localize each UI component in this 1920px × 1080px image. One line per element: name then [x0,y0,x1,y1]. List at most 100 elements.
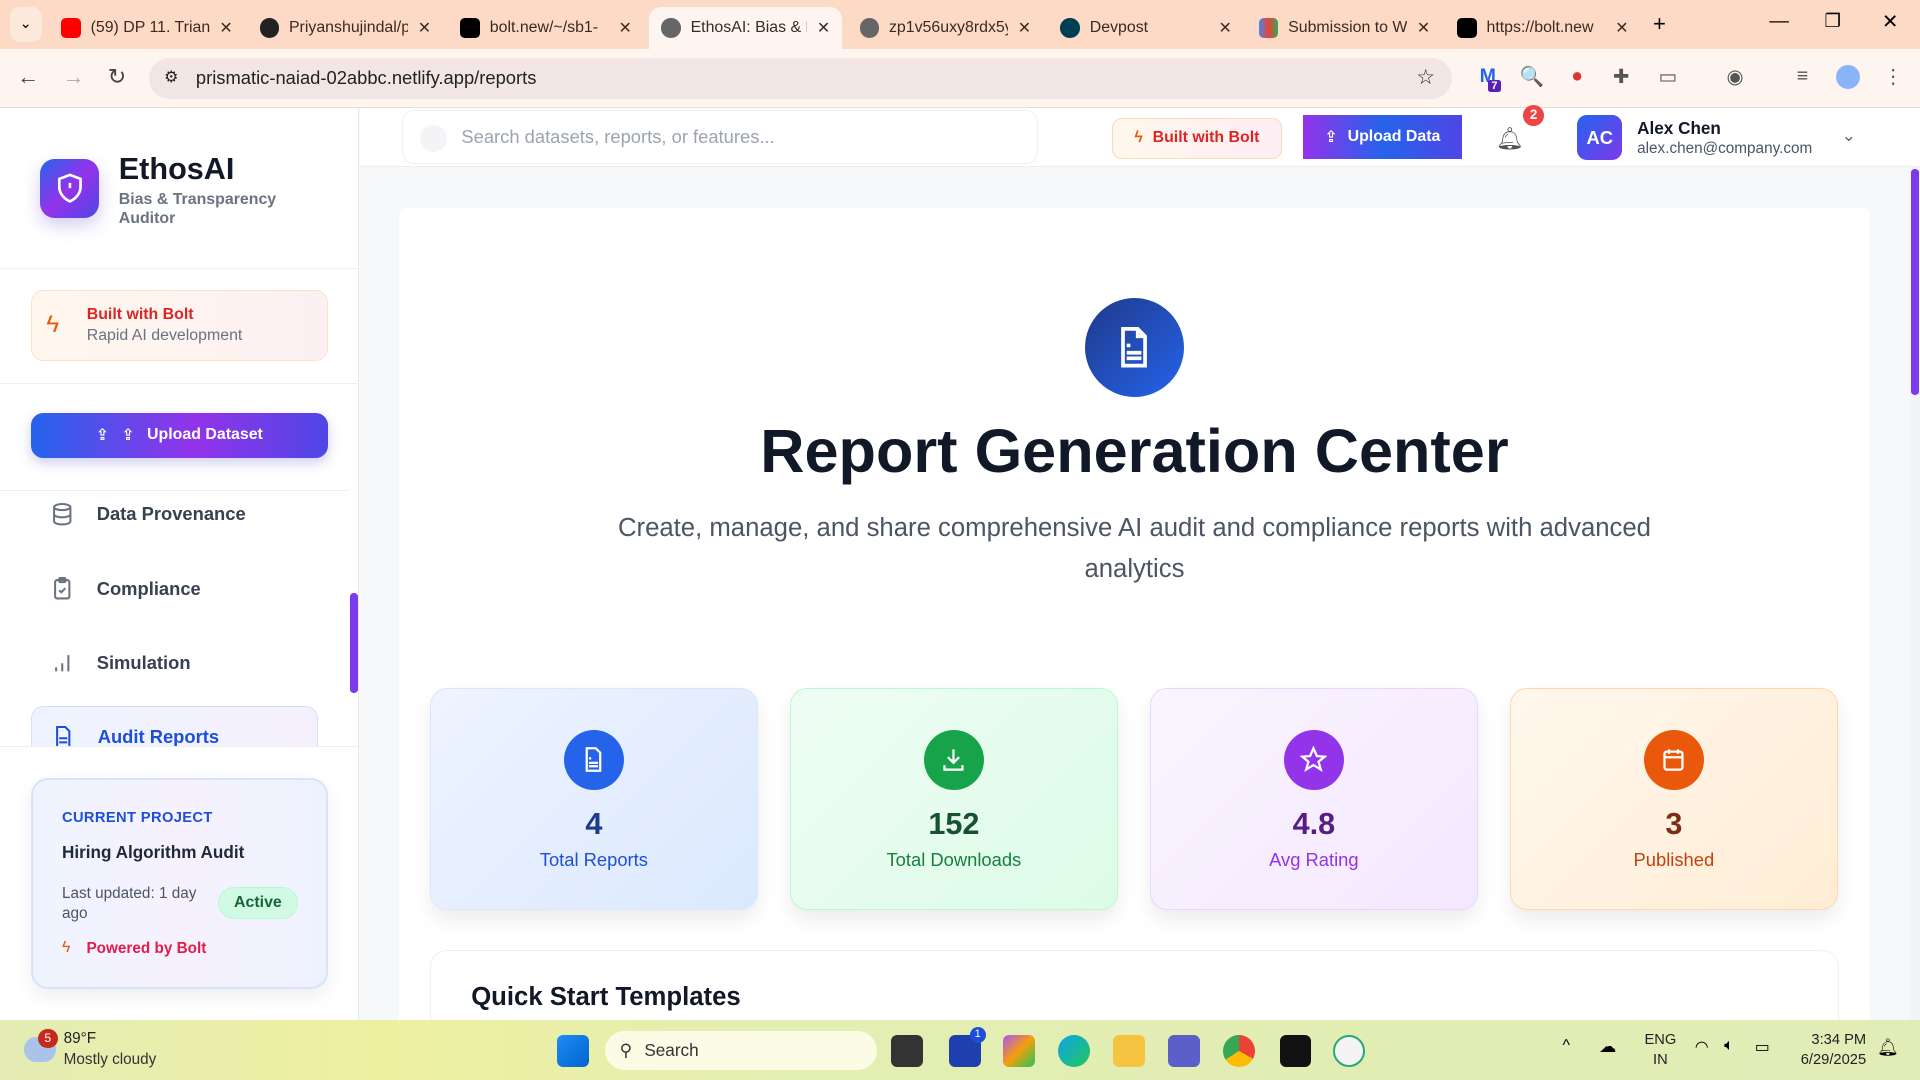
edge-icon[interactable] [1057,1034,1090,1067]
media-controls-icon[interactable]: ≡ [1796,64,1809,87]
restore-button[interactable]: ❐ [1824,9,1841,31]
bar-chart-icon [55,655,70,672]
tab-search-button[interactable]: ⌄ [9,7,42,42]
address-bar[interactable]: ⚙ prismatic-naiad-02abbc.netlify.app/rep… [149,57,1453,100]
bookmark-star-icon[interactable]: ☆ [1416,65,1436,89]
browser-tab[interactable]: (59) DP 11. Triangle✕ [49,7,245,49]
chrome-icon[interactable] [1223,1034,1256,1067]
store-icon[interactable]: 1 [948,1027,986,1067]
wifi-icon[interactable]: ◠ [1694,1039,1709,1057]
user-email: alex.chen@company.com [1637,139,1813,157]
extension-search-icon[interactable]: 🔍 [1519,65,1545,88]
section-title: Quick Start Templates [471,983,741,1012]
user-avatar[interactable]: AC [1577,115,1623,161]
extensions-puzzle-icon[interactable]: ✚ [1613,65,1630,88]
cy-app-icon[interactable] [1333,1034,1366,1067]
app-icon[interactable] [1279,1034,1312,1067]
volume-icon[interactable]: 🔈︎ [1724,1037,1734,1055]
browser-tab-strip: ⌄ (59) DP 11. Triangle✕ Priyanshujindal/… [0,0,1920,49]
stat-card-published: 3 Published [1509,688,1838,910]
profile-avatar[interactable] [1835,64,1860,90]
new-tab-button[interactable]: + [1653,11,1666,37]
github-icon [259,18,280,38]
upload-dataset-button[interactable]: ⇪ ⇪ Upload Dataset [30,412,329,458]
close-tab-icon[interactable]: ✕ [1615,20,1629,38]
notification-center-icon[interactable]: 🔔︎ [1877,1037,1899,1058]
divider [0,383,359,385]
windows-start-icon[interactable] [557,1034,589,1067]
forward-icon[interactable]: → [62,63,85,89]
browser-tab[interactable]: Submission to W ✕ [1247,7,1443,49]
upload-icon: ⇪ [121,427,135,445]
stat-card-total-reports: 4 Total Reports [429,688,758,910]
bolt-icon [460,18,480,38]
browser-tab-active[interactable]: EthosAI: Bias & D ✕ [648,7,843,49]
built-with-bolt-card[interactable]: ϟ Built with Bolt Rapid AI development [30,290,329,362]
upload-icon: ⇪ [1324,129,1338,147]
teams-icon[interactable] [1168,1034,1200,1067]
status-badge: Active [217,887,299,920]
app-header: Search datasets, reports, or features...… [360,105,1920,167]
quick-start-templates-section: Quick Start Templates [429,950,1840,1080]
user-menu-chevron-down-icon[interactable]: ⌄ [1841,124,1856,145]
notifications-bell-icon[interactable]: 🔔︎ [1495,125,1524,151]
current-project-card: CURRENT PROJECT Hiring Algorithm Audit L… [30,777,329,990]
browser-tab[interactable]: Devpost ✕ [1048,7,1244,49]
clipboard-check-icon [54,577,71,600]
browser-tab[interactable]: bolt.new/~/sb1- ✕ [448,7,644,49]
stat-card-avg-rating: 4.8 Avg Rating [1149,688,1478,910]
taskbar-search[interactable]: ⚲ Search [604,1031,877,1071]
page-scroll-thumb[interactable] [1911,168,1919,396]
file-explorer-icon[interactable] [1113,1034,1145,1067]
sidebar-item-compliance[interactable]: Compliance [31,558,319,619]
language-indicator[interactable]: ENG IN [1644,1032,1677,1068]
screenshot-icon[interactable]: ◉ [1726,65,1744,88]
close-tab-icon[interactable]: ✕ [417,20,432,38]
task-view-icon[interactable] [891,1034,924,1067]
divider [0,268,359,269]
site-info-icon[interactable]: ⚙ [164,69,179,87]
file-text-icon [56,725,71,747]
back-icon[interactable]: ← [17,63,40,89]
side-panel-icon[interactable]: ▭ [1658,65,1677,88]
zap-icon: ϟ [46,310,60,338]
minimize-button[interactable]: — [1769,9,1789,32]
close-tab-icon[interactable]: ✕ [816,20,831,38]
show-hidden-icons-chevron[interactable]: ^ [1562,1037,1570,1055]
close-tab-icon[interactable]: ✕ [1218,20,1232,38]
upload-icon: ⇪ [95,427,110,445]
browser-tab[interactable]: https://bolt.new ✕ [1445,7,1641,49]
globe-icon [859,18,880,38]
sidebar-item-audit-reports[interactable]: Audit Reports [30,706,319,747]
close-tab-icon[interactable]: ✕ [1017,20,1032,38]
close-tab-icon[interactable]: ✕ [219,20,233,38]
bolt-icon [1457,18,1477,38]
page-scrollbar[interactable] [1910,166,1920,1020]
browser-tab[interactable]: zp1v56uxy8rdx5y ✕ [847,7,1043,49]
sidebar-item-simulation[interactable]: Simulation [31,633,319,694]
clock[interactable]: 3:34 PM 6/29/2025 [1800,1032,1867,1068]
page-title: Report Generation Center [760,417,1509,486]
onedrive-icon[interactable]: ☁ [1599,1035,1617,1056]
browser-tab[interactable]: Priyanshujindal/p ✕ [247,7,443,49]
upload-data-button[interactable]: ⇪ Upload Data [1302,115,1463,160]
copilot-icon[interactable] [1002,1034,1035,1067]
close-tab-icon[interactable]: ✕ [1416,20,1431,38]
close-window-button[interactable]: ✕ [1882,10,1899,33]
database-icon [53,502,72,526]
windows-taskbar: 5 89°F Mostly cloudy ⚲ Search 1 ^ ☁ ENG IN… [0,1020,1920,1080]
sidebar-scroll-thumb[interactable] [350,592,358,694]
zap-icon: ϟ [1134,129,1143,147]
sidebar-item-data-provenance[interactable]: Data Provenance [31,491,319,545]
menu-kebab-icon[interactable]: ⋮ [1883,65,1903,88]
built-with-bolt-button[interactable]: ϟ Built with Bolt [1111,117,1283,160]
search-input[interactable]: Search datasets, reports, or features... [401,110,1039,165]
reload-icon[interactable]: ↻ [107,63,127,89]
brand-name: EthosAI [118,151,235,186]
battery-icon[interactable]: ▭ [1754,1039,1770,1057]
close-tab-icon[interactable]: ✕ [618,20,632,38]
calendar-icon [1643,729,1704,790]
extension-record-icon[interactable]: ● [1571,64,1584,87]
